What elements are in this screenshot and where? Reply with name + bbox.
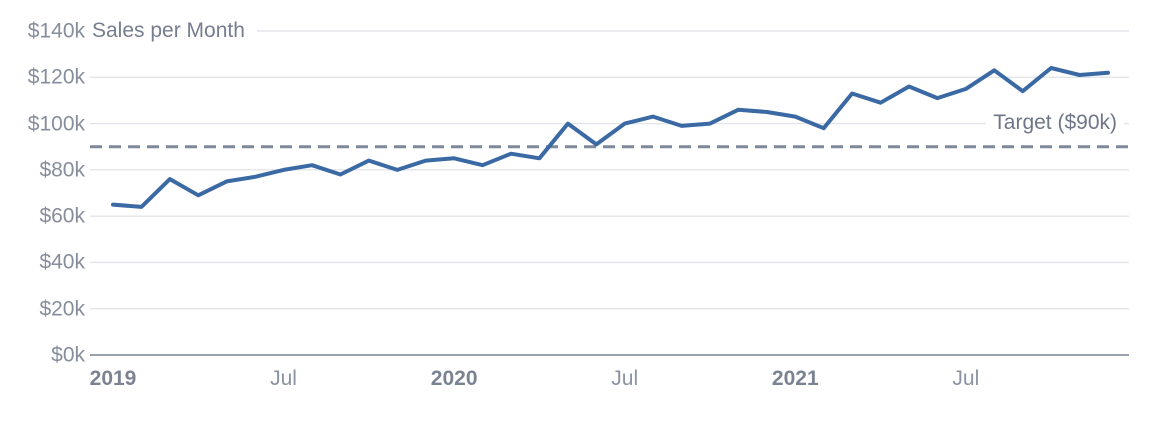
chart-title: Sales per Month: [88, 16, 257, 44]
x-axis-tick-label: 2021: [771, 367, 819, 390]
y-axis-tick-label: $0k: [51, 343, 85, 367]
y-axis-tick-label: $120k: [27, 65, 85, 89]
x-axis-tick-label: Jul: [270, 367, 297, 390]
y-axis-tick-label: $60k: [39, 204, 85, 228]
x-axis-tick-label: 2019: [89, 367, 137, 390]
y-axis-tick-label: $20k: [39, 297, 85, 321]
y-axis-tick-label: $140k: [27, 19, 85, 43]
x-axis-tick-label: 2020: [430, 367, 478, 390]
x-axis-tick-label: Jul: [611, 367, 639, 390]
y-axis-tick-label: $40k: [39, 250, 85, 274]
x-axis-tick-label: Jul: [952, 367, 980, 390]
target-line-label: Target ($90k): [986, 108, 1124, 136]
y-axis-tick-label: $80k: [39, 158, 85, 182]
sales-series-line: [111, 66, 1110, 209]
y-axis-tick-label: $100k: [27, 112, 85, 136]
